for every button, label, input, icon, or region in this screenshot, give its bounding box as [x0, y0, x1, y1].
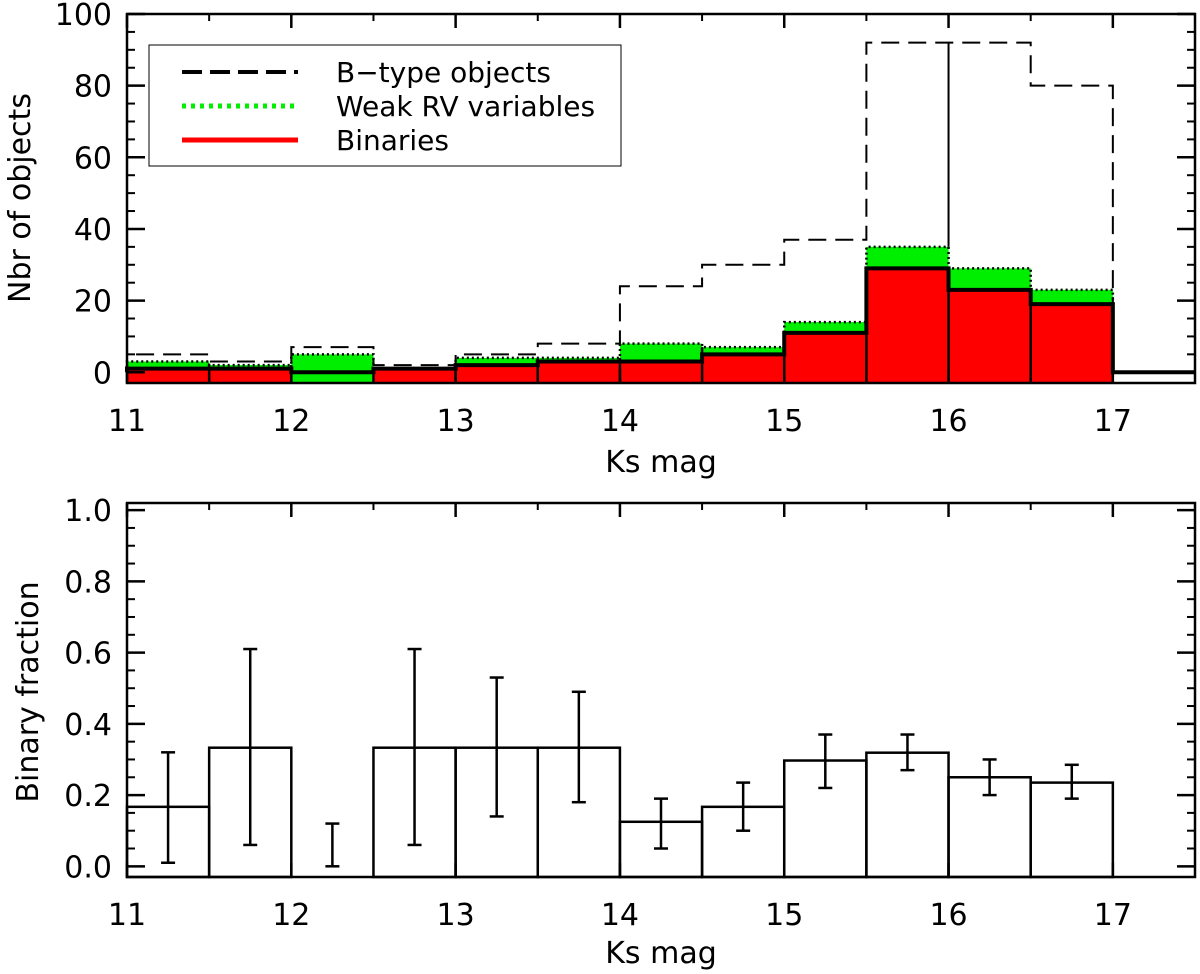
binary-bar-3	[373, 368, 456, 383]
bottom-ytick-label-0.6: 0.6	[64, 637, 112, 672]
bottom-xtick-label-14: 14	[601, 898, 639, 933]
legend-label-0: B−type objects	[336, 56, 551, 89]
top-xtick-label-17: 17	[1094, 404, 1132, 439]
binary-bar-5	[537, 361, 620, 383]
bottom-ytick-label-1.0: 1.0	[64, 494, 112, 529]
histogram-panel: 11 12 13 14 15 16 17 0 20 40 60 80 100 Ks mag Nbr of o…	[3, 0, 1197, 480]
top-ytick-label-80: 80	[74, 70, 112, 105]
binary-bar-9	[866, 268, 949, 383]
top-xtick-label-12: 12	[272, 404, 310, 439]
binary-bar-10	[948, 289, 1031, 383]
top-xtick-label-11: 11	[108, 404, 146, 439]
top-ytick-label-60: 60	[74, 141, 112, 176]
top-axes-frame	[125, 12, 1197, 385]
weak-rv-bar-2	[291, 354, 374, 383]
bottom-xtick-label-15: 15	[765, 898, 803, 933]
bottom-ytick-label-0.0: 0.0	[64, 850, 112, 885]
legend-label-2: Binaries	[336, 124, 449, 157]
bottom-ytick-label-0.2: 0.2	[64, 779, 112, 814]
top-xtick-label-14: 14	[601, 404, 639, 439]
binary-bar-4	[455, 365, 538, 383]
bottom-ytick-label-0.4: 0.4	[64, 708, 112, 743]
bottom-y-axis-label: Binary fraction	[11, 581, 46, 802]
top-ytick-label-0: 0	[93, 356, 112, 391]
bottom-xtick-label-17: 17	[1094, 898, 1132, 933]
b-type-outline	[126, 41, 1195, 374]
bottom-xtick-label-13: 13	[437, 898, 475, 933]
top-xtick-label-16: 16	[929, 404, 967, 439]
top-ytick-label-100: 100	[55, 0, 112, 33]
bottom-ytick-label-0.8: 0.8	[64, 565, 112, 600]
top-y-axis-label: Nbr of objects	[3, 93, 38, 303]
binary-bar-1	[209, 368, 292, 383]
binary-bar-6	[619, 361, 703, 383]
binary-bar-0	[127, 368, 210, 383]
top-x-axis-label: Ks mag	[605, 445, 717, 480]
binary-bar-8	[784, 332, 867, 383]
binary-bar-7	[702, 354, 785, 383]
bottom-xtick-label-16: 16	[929, 898, 967, 933]
weak-rv-outline	[125, 245, 1195, 374]
bottom-xtick-label-11: 11	[108, 898, 146, 933]
top-xtick-label-13: 13	[437, 404, 475, 439]
bottom-xtick-label-12: 12	[272, 898, 310, 933]
legend-label-1: Weak RV variables	[336, 90, 595, 123]
top-ytick-label-20: 20	[74, 285, 112, 320]
top-xtick-label-15: 15	[765, 404, 803, 439]
top-ytick-label-40: 40	[74, 213, 112, 248]
binary-bar-11	[1030, 304, 1113, 383]
bottom-x-axis-label: Ks mag	[605, 936, 717, 971]
binary-fraction-panel: 11 12 13 14 15 16 17 0.0 0.2 0.4 0.6 0.8 1.0 Ks mag Bi…	[11, 494, 1197, 971]
bottom-axes-frame	[125, 501, 1197, 879]
